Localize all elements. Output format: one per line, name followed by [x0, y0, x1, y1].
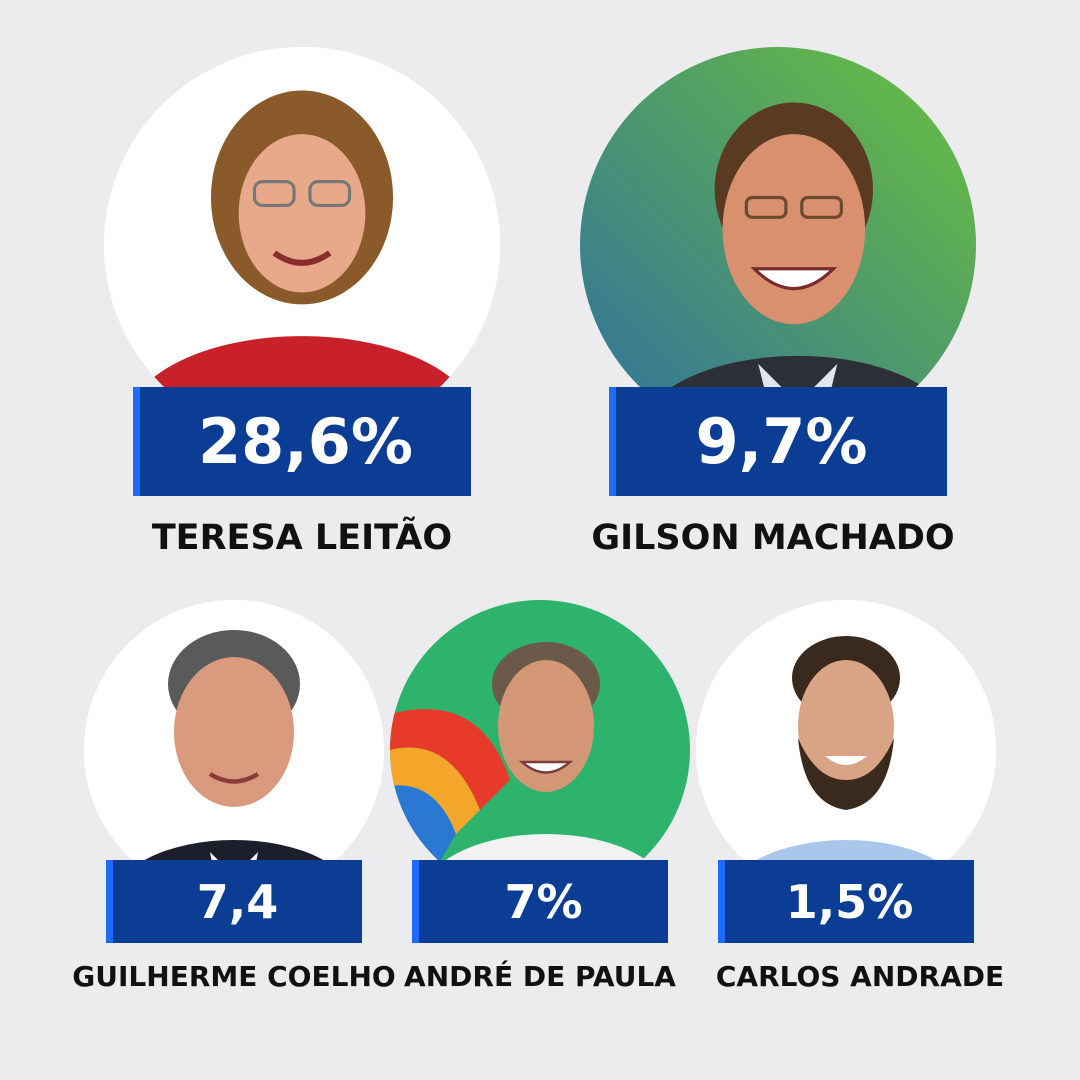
- percentage-value: 28,6%: [197, 405, 414, 478]
- candidate-photo: [696, 600, 996, 900]
- candidate-name: CARLOS ANDRADE: [715, 960, 1005, 993]
- percentage-box: 28,6%: [133, 387, 471, 496]
- candidate-name: TERESA LEITÃO: [151, 518, 453, 558]
- portrait-illustration: [104, 47, 500, 443]
- percentage-box: 9,7%: [609, 387, 947, 496]
- portrait-illustration: [580, 47, 976, 443]
- portrait-illustration: [390, 600, 690, 900]
- candidate-photo: [104, 47, 500, 443]
- percentage-value: 1,5%: [785, 874, 914, 929]
- candidate-name: ANDRÉ DE PAULA: [404, 960, 676, 993]
- percentage-box: 7%: [412, 860, 668, 943]
- portrait-illustration: [696, 600, 996, 900]
- candidate-photo: [390, 600, 690, 900]
- percentage-value: 7%: [504, 874, 583, 929]
- candidate-name: GUILHERME COELHO: [72, 960, 396, 993]
- percentage-box: 1,5%: [718, 860, 974, 943]
- percentage-box: 7,4: [106, 860, 362, 943]
- portrait-illustration: [84, 600, 384, 900]
- percentage-value: 9,7%: [695, 405, 868, 478]
- candidate-photo: [84, 600, 384, 900]
- candidate-name: GILSON MACHADO: [591, 518, 955, 558]
- percentage-value: 7,4: [196, 874, 279, 929]
- candidate-photo: [580, 47, 976, 443]
